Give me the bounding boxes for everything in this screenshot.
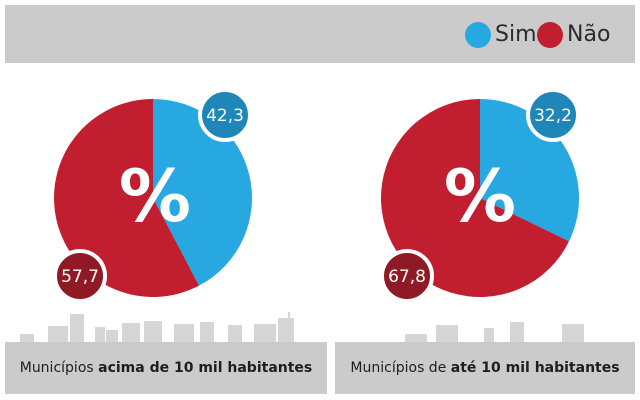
pie1-label-sim: 32,2: [534, 106, 572, 126]
legend-bar: Sim Não: [5, 5, 635, 63]
skyline-building-0: [20, 334, 34, 342]
legend-item-sim: Sim: [465, 21, 537, 49]
pie1-badge-sim: [526, 88, 580, 142]
skyline-building-6: [144, 321, 162, 342]
skyline-building-10: [254, 324, 276, 342]
skyline-building-8: [200, 322, 214, 342]
pie0-slice-sim: [153, 99, 253, 286]
pie0-badge-sim: [198, 88, 252, 142]
legend-sim-label: Sim: [495, 22, 537, 47]
skyline-building-9: [228, 325, 242, 342]
pie1-slice-nao: [380, 99, 570, 297]
caption-left-part2: acima de 10 mil habitantes: [98, 360, 313, 376]
caption-right-part1: Municípios de: [350, 360, 447, 376]
skyline-building-13: [405, 334, 427, 342]
pie0-percent-symbol: %: [119, 154, 191, 238]
skyline-building-16: [510, 322, 524, 342]
legend-sim-swatch: [465, 22, 491, 48]
caption-right: Municípios de até 10 mil habitantes: [335, 342, 635, 394]
caption-left: Municípios acima de 10 mil habitantes: [5, 342, 327, 394]
legend-nao-swatch: [537, 22, 563, 48]
legend-item-nao: Não: [537, 21, 610, 49]
pie0-slice-nao: [54, 99, 200, 297]
skyline-building-17: [562, 324, 584, 342]
skyline-building-12: [288, 312, 290, 320]
pie0-label-nao: 57,7: [61, 267, 99, 287]
pie1-label-nao: 67,8: [388, 267, 426, 287]
skyline-building-5: [122, 323, 140, 342]
pie0-label-sim: 42,3: [206, 106, 244, 126]
caption-right-part2: até 10 mil habitantes: [450, 360, 620, 376]
pie1-badge-nao: [380, 249, 434, 303]
pie1-percent-symbol: %: [444, 154, 516, 238]
skyline-building-15: [484, 328, 494, 342]
skyline-building-1: [48, 326, 68, 342]
skyline-building-4: [106, 330, 118, 342]
skyline-building-7: [174, 324, 194, 342]
skyline-building-2: [70, 314, 84, 342]
legend-nao-label: Não: [567, 22, 611, 47]
skyline-building-11: [278, 318, 294, 342]
skyline-building-14: [436, 325, 458, 342]
skyline-building-3: [95, 327, 105, 342]
pie0-badge-nao: [53, 249, 107, 303]
caption-left-part1: Municípios: [19, 360, 94, 376]
